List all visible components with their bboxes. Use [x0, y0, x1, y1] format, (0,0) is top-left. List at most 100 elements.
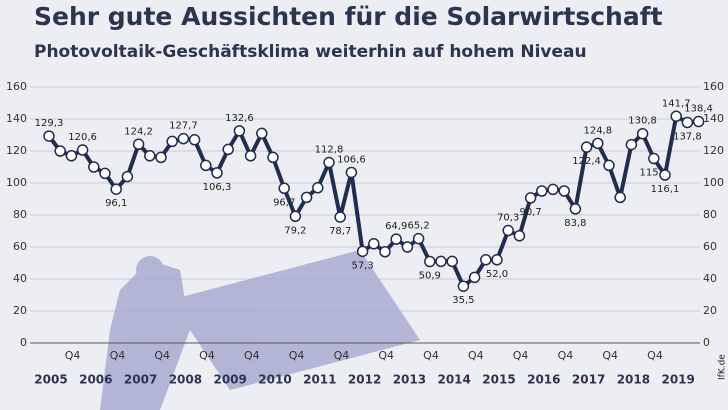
year-label: 2011 — [303, 373, 336, 387]
y-tick-label: 120 — [6, 144, 27, 157]
year-label: 2007 — [124, 373, 157, 387]
point — [345, 166, 358, 179]
chart-subtitle: Photovoltaik-Geschäftsklima weiterhin au… — [34, 42, 587, 62]
point — [547, 183, 559, 196]
x-tick-label: Q4 — [289, 349, 305, 362]
point — [256, 127, 268, 140]
value-label: 127,7 — [169, 121, 198, 132]
y-tick-label: 160 — [6, 80, 27, 93]
y-tick-label: 40 — [13, 272, 27, 285]
y-tick-label: 120 — [703, 144, 724, 157]
point — [267, 151, 279, 164]
x-tick-label: Q4 — [558, 349, 574, 362]
point — [502, 224, 514, 237]
year-label: 2005 — [34, 373, 67, 387]
point — [132, 138, 145, 151]
point — [457, 280, 470, 292]
y-tick-label: 0 — [703, 336, 710, 349]
point — [323, 156, 335, 169]
y-tick-label: 60 — [703, 240, 717, 253]
y-tick-label: 40 — [703, 272, 717, 285]
year-label: 2018 — [617, 373, 650, 387]
year-label: 2008 — [169, 373, 202, 387]
point — [88, 161, 100, 173]
point — [110, 183, 122, 195]
point — [379, 246, 391, 258]
year-label: 2014 — [437, 373, 470, 387]
point — [670, 110, 682, 123]
point — [166, 135, 178, 148]
y-tick-label: 80 — [13, 208, 27, 221]
y-tick-label: 60 — [13, 240, 27, 253]
point — [99, 167, 111, 180]
point — [177, 132, 190, 145]
point — [424, 255, 436, 268]
y-tick-label: 100 — [6, 176, 27, 189]
point — [491, 254, 503, 266]
value-label: 96,1 — [105, 198, 127, 209]
value-label: 57,3 — [351, 260, 373, 271]
y-tick-label: 20 — [13, 304, 27, 317]
point — [681, 116, 694, 129]
point — [312, 182, 324, 194]
x-tick-label: Q4 — [602, 349, 618, 362]
point — [188, 134, 201, 146]
point — [121, 170, 134, 183]
point — [480, 254, 492, 266]
illustration — [100, 250, 420, 410]
point — [222, 143, 234, 156]
y-tick-label: 100 — [703, 176, 724, 189]
point — [614, 191, 626, 204]
value-label: 141,7 — [662, 98, 691, 109]
point — [278, 182, 290, 195]
value-label: 124,2 — [124, 126, 153, 137]
point — [54, 145, 66, 157]
year-label: 2006 — [79, 373, 112, 387]
point — [334, 211, 346, 223]
point — [300, 191, 313, 204]
point — [244, 150, 257, 162]
value-label: 35,5 — [452, 295, 474, 306]
point — [648, 152, 660, 165]
value-label: 83,8 — [564, 218, 586, 229]
value-label: 106,3 — [203, 182, 232, 193]
point — [625, 138, 638, 151]
value-label: 112,8 — [315, 145, 344, 156]
year-label: 2019 — [661, 373, 694, 387]
year-label: 2016 — [527, 373, 560, 387]
value-label: 120,6 — [68, 132, 97, 143]
y-tick-label: 20 — [703, 304, 717, 317]
x-tick-label: Q4 — [199, 349, 215, 362]
value-label: 64,9 — [385, 221, 407, 232]
value-label: 122,4 — [572, 156, 601, 167]
point — [569, 203, 582, 215]
point — [368, 238, 380, 250]
value-label: 70,3 — [497, 213, 519, 224]
value-label: 106,6 — [337, 154, 366, 165]
point — [390, 233, 402, 245]
point — [580, 141, 593, 153]
x-tick-label: Q4 — [513, 349, 529, 362]
x-tick-label: Q4 — [110, 349, 126, 362]
point — [412, 232, 425, 245]
value-label: 129,3 — [35, 118, 64, 129]
point — [65, 150, 78, 162]
x-tick-label: Q4 — [423, 349, 439, 362]
value-label: 132,6 — [225, 113, 254, 124]
point — [289, 210, 302, 223]
point — [659, 169, 671, 181]
point — [468, 271, 481, 284]
x-tick-label: Q4 — [65, 349, 81, 362]
year-label: 2010 — [258, 373, 291, 387]
value-label: 137,8 — [673, 132, 702, 143]
y-tick-label: 140 — [703, 112, 724, 125]
point — [155, 151, 167, 164]
value-label: 138,4 — [684, 104, 713, 115]
year-label: 2015 — [482, 373, 515, 387]
x-tick-label: Q4 — [378, 349, 394, 362]
x-tick-label: Q4 — [244, 349, 260, 362]
point — [513, 230, 526, 242]
point — [692, 115, 705, 128]
value-label: 52,0 — [486, 269, 508, 280]
year-label: 2017 — [572, 373, 605, 387]
